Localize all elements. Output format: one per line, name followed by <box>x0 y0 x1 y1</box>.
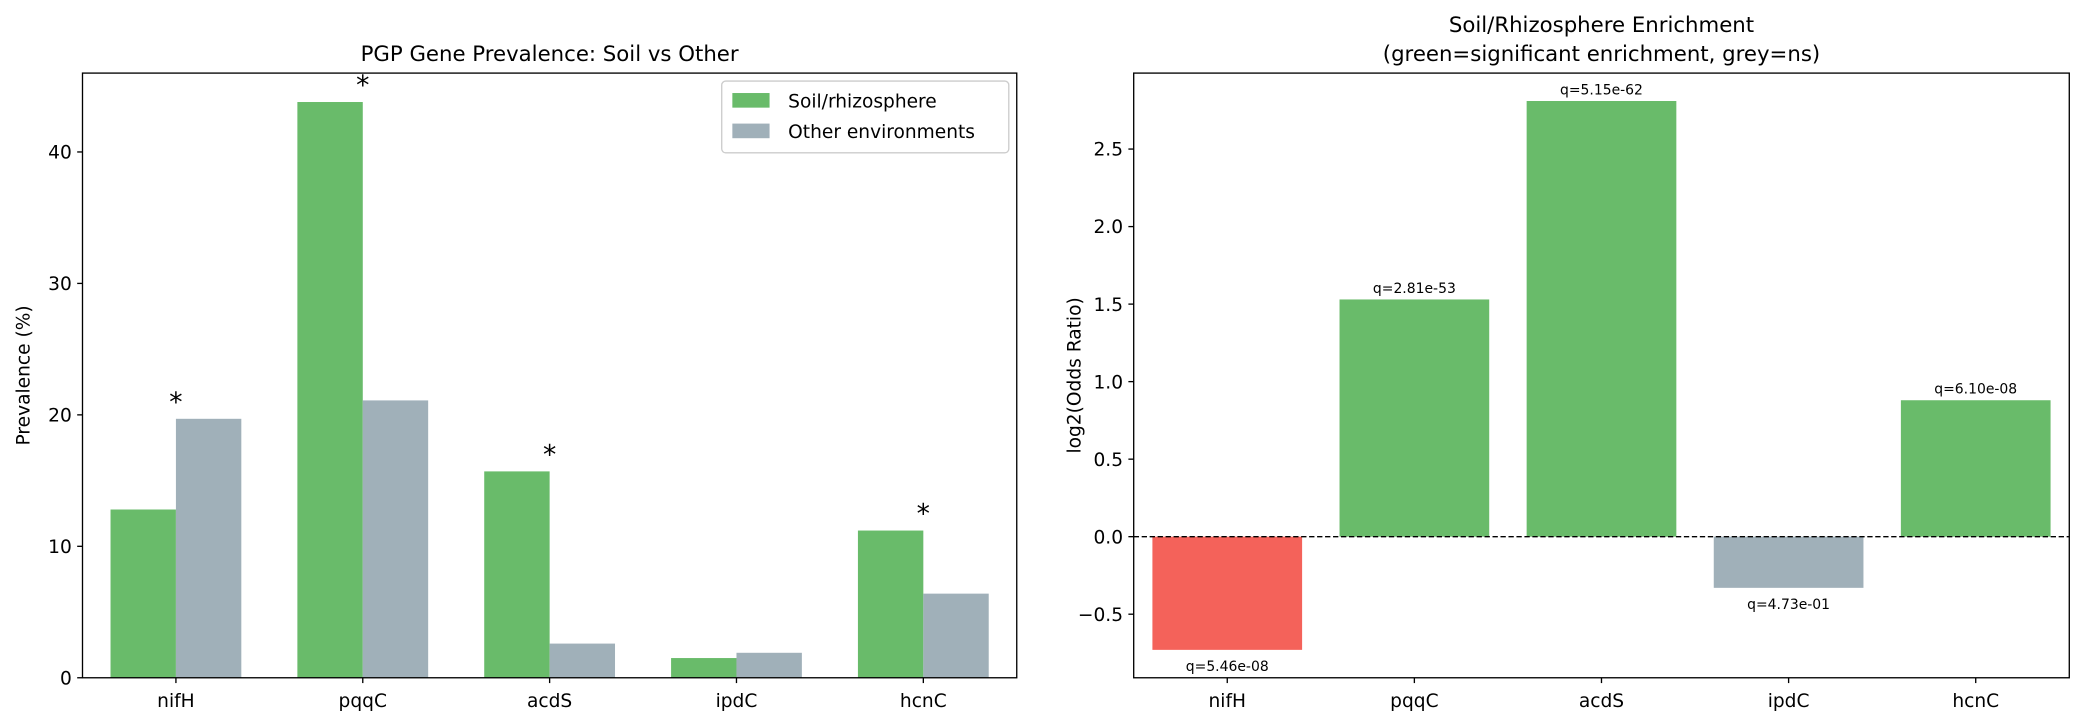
bar <box>857 530 924 678</box>
legend-label: Other environments <box>788 122 975 143</box>
value-annotation: q=6.10e-08 <box>1934 382 2017 398</box>
value-annotation: q=5.15e-62 <box>1560 82 1643 98</box>
significance-marker: * <box>543 439 556 470</box>
bar <box>736 652 802 678</box>
y-tick-label: 2.5 <box>1093 140 1123 161</box>
bar <box>671 658 737 678</box>
x-tick-label: hcnC <box>1952 691 1999 712</box>
x-tick-label: pqqC <box>1390 691 1438 712</box>
y-tick-label: 1.0 <box>1093 372 1123 393</box>
bar <box>1900 400 2051 537</box>
legend-box <box>721 80 1010 154</box>
y-axis-label: Prevalence (%) <box>13 305 34 445</box>
x-tick-label: acdS <box>1579 691 1624 712</box>
value-annotation: q=2.81e-53 <box>1373 281 1456 297</box>
bar <box>1526 101 1677 537</box>
value-annotation: q=4.73e-01 <box>1747 597 1830 613</box>
x-tick-label: hcnC <box>900 691 947 712</box>
legend-swatch <box>732 123 770 139</box>
x-tick-label: pqqC <box>339 691 387 712</box>
axes-frame <box>81 72 1018 679</box>
chart-title: Soil/Rhizosphere Enrichment <box>1449 13 1754 38</box>
significance-marker: * <box>917 499 930 530</box>
y-tick-label: −0.5 <box>1078 605 1123 626</box>
y-tick-label: 40 <box>48 143 72 164</box>
x-tick-label: nifH <box>157 691 194 712</box>
bar <box>1339 299 1490 537</box>
x-tick-label: nifH <box>1209 691 1246 712</box>
bar <box>1713 536 1864 588</box>
bar <box>110 509 176 678</box>
axes-frame <box>1133 72 2070 679</box>
bar <box>175 418 242 678</box>
bar <box>362 400 429 678</box>
y-tick-label: 30 <box>48 274 72 295</box>
y-tick-label: 0 <box>60 668 72 689</box>
chart-subtitle: (green=significant enrichment, grey=ns) <box>1383 42 1820 67</box>
x-tick-label: ipdC <box>716 691 758 712</box>
chart-title: PGP Gene Prevalence: Soil vs Other <box>361 42 739 67</box>
bar <box>297 102 363 678</box>
y-tick-label: 20 <box>48 406 72 427</box>
legend-label: Soil/rhizosphere <box>788 92 937 113</box>
y-tick-label: 0.5 <box>1093 450 1123 471</box>
bar <box>1152 536 1303 650</box>
significance-marker: * <box>169 387 182 418</box>
y-tick-label: 10 <box>48 537 72 558</box>
x-tick-label: ipdC <box>1768 691 1810 712</box>
bar <box>484 471 550 678</box>
y-tick-label: 1.5 <box>1093 295 1123 316</box>
significance-marker: * <box>356 70 369 101</box>
bar <box>549 643 616 678</box>
x-tick-label: acdS <box>527 691 572 712</box>
y-tick-label: 2.0 <box>1093 217 1123 238</box>
y-tick-label: 0.0 <box>1093 527 1123 548</box>
legend-swatch <box>732 93 770 108</box>
y-axis-label: log2(Odds Ratio) <box>1065 297 1086 453</box>
value-annotation: q=5.46e-08 <box>1186 659 1269 675</box>
bar <box>923 593 989 678</box>
